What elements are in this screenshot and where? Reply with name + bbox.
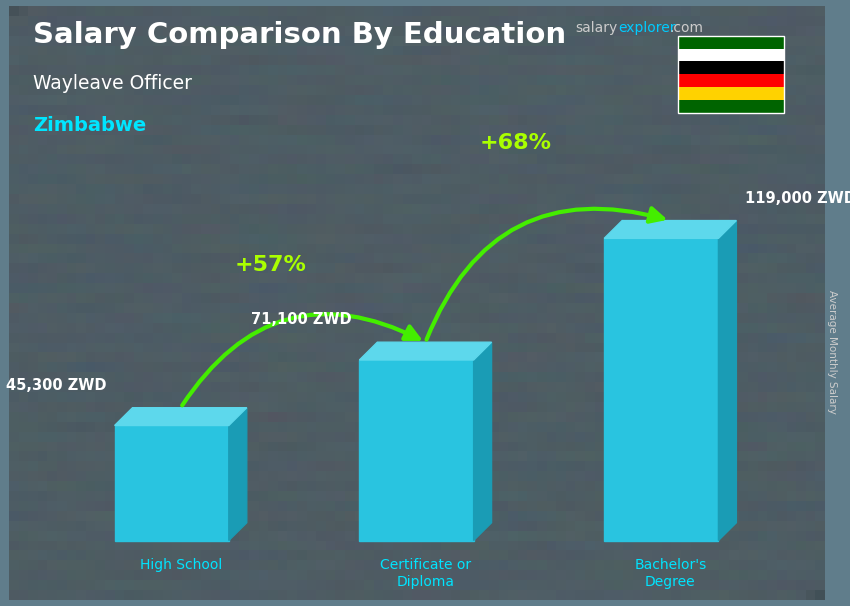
Text: +57%: +57% (235, 255, 306, 275)
Text: .com: .com (670, 21, 704, 35)
Polygon shape (360, 342, 491, 360)
Bar (677, 75, 784, 87)
Text: 119,000 ZWD: 119,000 ZWD (745, 191, 850, 205)
Text: Bachelor's
Degree: Bachelor's Degree (634, 558, 706, 588)
Text: High School: High School (139, 558, 222, 573)
Polygon shape (229, 408, 246, 541)
Polygon shape (360, 360, 473, 541)
Text: +68%: +68% (479, 133, 552, 153)
Text: salary: salary (575, 21, 618, 35)
Polygon shape (115, 425, 229, 541)
Bar (677, 100, 784, 113)
Text: 71,100 ZWD: 71,100 ZWD (251, 312, 351, 327)
Text: Zimbabwe: Zimbabwe (33, 116, 146, 135)
Polygon shape (604, 221, 736, 238)
Bar (677, 36, 784, 113)
Text: explorer: explorer (618, 21, 676, 35)
Bar (677, 87, 784, 100)
Text: Salary Comparison By Education: Salary Comparison By Education (33, 21, 566, 49)
Text: Wayleave Officer: Wayleave Officer (33, 75, 192, 93)
Polygon shape (718, 221, 736, 541)
Polygon shape (604, 238, 718, 541)
Polygon shape (473, 342, 491, 541)
Text: Average Monthly Salary: Average Monthly Salary (827, 290, 837, 413)
Polygon shape (115, 408, 246, 425)
Bar (677, 36, 784, 48)
Bar (677, 48, 784, 61)
Text: 45,300 ZWD: 45,300 ZWD (6, 378, 106, 393)
Text: Certificate or
Diploma: Certificate or Diploma (380, 558, 471, 588)
Bar (677, 61, 784, 75)
